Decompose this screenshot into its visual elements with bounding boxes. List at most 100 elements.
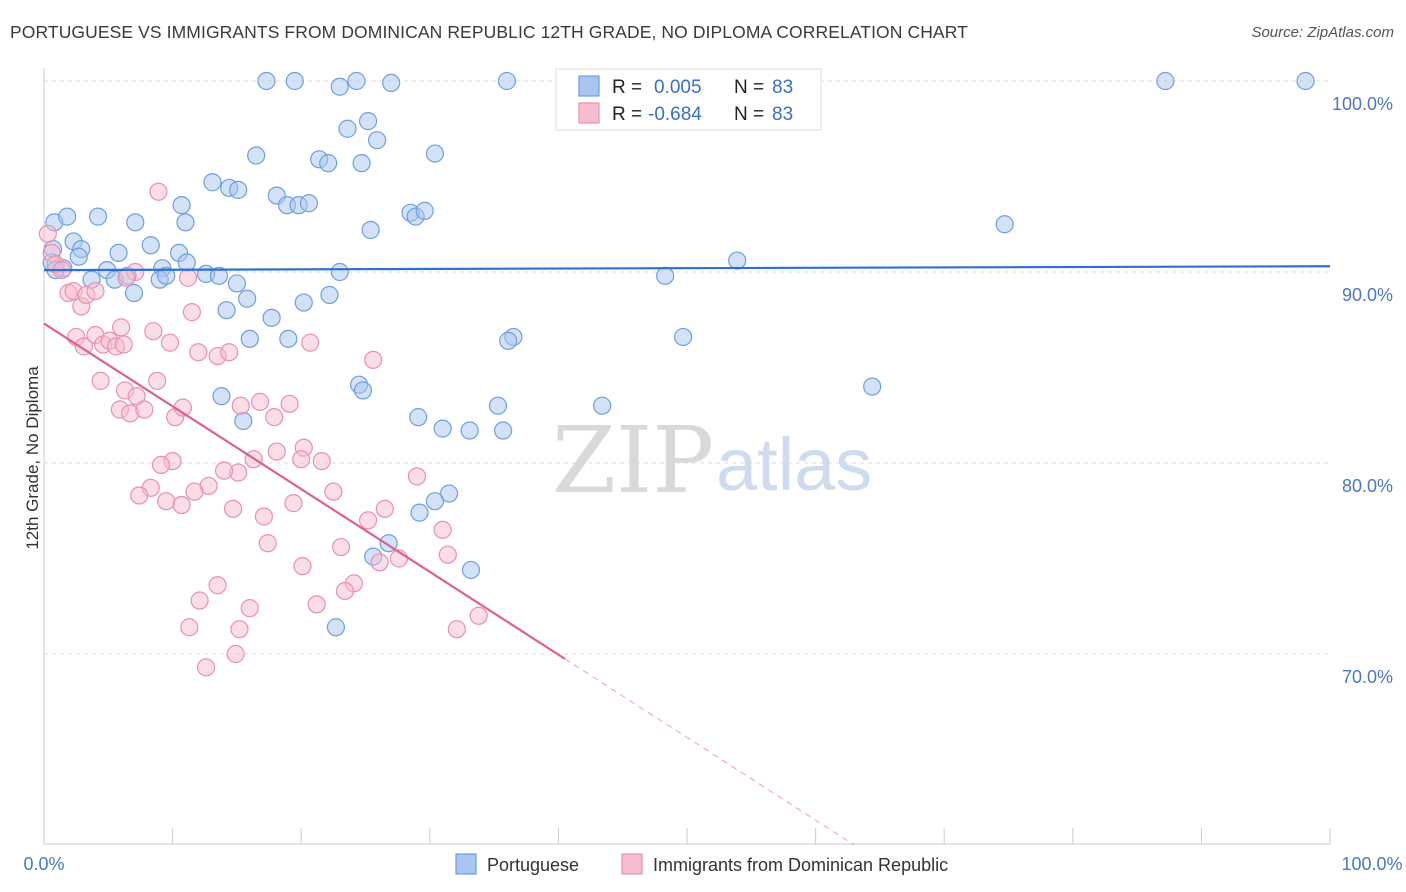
- point-blue-64: [353, 381, 373, 400]
- point-pink-38: [312, 451, 331, 471]
- point-blue-71: [593, 396, 612, 415]
- point-blue-36: [299, 194, 319, 213]
- trend-lines: [43, 265, 1331, 846]
- legend-n-label-1: N =: [734, 77, 764, 98]
- point-blue-66: [433, 419, 452, 438]
- point-pink-16: [117, 268, 136, 287]
- legend-r-label-2: R =: [612, 104, 642, 125]
- point-pink-77: [226, 644, 245, 664]
- point-pink-53: [254, 507, 274, 526]
- point-blue-81: [425, 492, 445, 511]
- point-pink-39: [292, 450, 311, 469]
- point-pink-24: [144, 322, 163, 341]
- point-blue-43: [367, 131, 387, 150]
- point-pink-55: [324, 482, 343, 501]
- x-axis-ticks: [43, 828, 1331, 844]
- point-pink-79: [364, 350, 383, 369]
- x-tick-label-max: 100.0%: [1341, 854, 1402, 874]
- point-blue-12: [141, 236, 160, 255]
- point-blue-68: [494, 421, 513, 440]
- point-pink-81: [86, 282, 105, 301]
- bottom-legend-swatch-portuguese: [455, 853, 477, 875]
- point-blue-47: [285, 71, 304, 91]
- point-pink-72: [230, 620, 249, 639]
- point-blue-59: [217, 301, 236, 320]
- legend-n-value-2: 83: [772, 104, 793, 125]
- point-blue-42: [358, 112, 378, 131]
- point-pink-50: [157, 492, 176, 511]
- point-pink-56: [331, 537, 351, 557]
- point-blue-40: [338, 119, 357, 138]
- point-blue-51: [425, 144, 445, 163]
- point-pink-45: [185, 482, 204, 501]
- point-blue-8: [69, 247, 88, 266]
- point-blue-52: [361, 220, 380, 240]
- point-pink-30: [189, 343, 208, 362]
- point-pink-54: [284, 494, 303, 513]
- y-tick-label-90: 90.0%: [1342, 285, 1393, 305]
- point-pink-62: [438, 545, 457, 564]
- watermark-atlas: atlas: [716, 423, 872, 506]
- legend-n-label-2: N =: [734, 104, 764, 125]
- point-blue-31: [229, 180, 248, 199]
- point-blue-50: [415, 201, 434, 220]
- bottom-legend-label-portuguese: Portuguese: [487, 855, 579, 875]
- point-pink-71: [240, 599, 259, 618]
- point-pink-63: [447, 620, 466, 639]
- legend-r-label-1: R =: [612, 77, 642, 98]
- chart-source: Source: ZipAtlas.com: [1251, 24, 1394, 41]
- point-blue-55: [294, 293, 313, 312]
- point-pink-69: [293, 557, 312, 576]
- point-blue-53: [330, 262, 349, 282]
- point-blue-80: [439, 484, 459, 503]
- point-blue-78: [1156, 71, 1175, 91]
- point-pink-58: [375, 499, 394, 518]
- point-pink-57: [358, 511, 378, 530]
- point-pink-0: [38, 224, 57, 243]
- legend-swatch-blue: [578, 75, 600, 97]
- point-blue-22: [124, 283, 144, 303]
- point-blue-26: [209, 266, 228, 285]
- legend-frame: [555, 68, 822, 131]
- point-pink-25: [160, 333, 180, 352]
- point-blue-74: [728, 251, 747, 270]
- point-pink-73: [208, 576, 227, 595]
- point-blue-61: [212, 387, 231, 406]
- y-tick-label-100: 100.0%: [1332, 94, 1393, 114]
- point-pink-34: [250, 392, 270, 411]
- point-blue-85: [461, 560, 481, 580]
- point-blue-27: [227, 274, 246, 293]
- point-pink-65: [370, 553, 389, 572]
- y-axis-label: 12th Grade, No Diploma: [23, 366, 42, 550]
- trend-line-pink-extension: [564, 658, 855, 846]
- point-blue-65: [488, 396, 508, 415]
- point-blue-46: [257, 71, 276, 91]
- point-blue-44: [382, 73, 401, 93]
- point-pink-64: [469, 606, 488, 625]
- point-blue-28: [238, 289, 257, 308]
- grid-lines: [44, 80, 1330, 655]
- series-dominican: [38, 182, 488, 677]
- point-blue-1: [58, 207, 77, 226]
- trend-line-pink: [43, 322, 566, 660]
- trend-line-blue: [43, 265, 1331, 272]
- point-blue-14: [172, 196, 191, 215]
- point-pink-52: [223, 499, 243, 518]
- point-pink-33: [231, 396, 250, 415]
- bottom-legend-swatch-dominican: [621, 853, 643, 875]
- legend-swatch-pink: [578, 102, 600, 124]
- point-blue-10: [109, 243, 128, 262]
- legend-r-value-2: -0.684: [648, 104, 702, 125]
- point-pink-82: [114, 335, 133, 354]
- point-pink-19: [127, 387, 146, 406]
- point-blue-58: [240, 329, 259, 348]
- point-blue-86: [326, 618, 346, 637]
- point-blue-60: [234, 411, 253, 431]
- point-blue-45: [347, 71, 366, 91]
- point-pink-67: [335, 581, 355, 601]
- point-pink-35: [265, 408, 284, 427]
- legend-box: R = 0.005 N = 83 R = -0.684 N = 83: [555, 68, 822, 131]
- point-pink-49: [130, 486, 149, 505]
- point-blue-62: [409, 408, 428, 427]
